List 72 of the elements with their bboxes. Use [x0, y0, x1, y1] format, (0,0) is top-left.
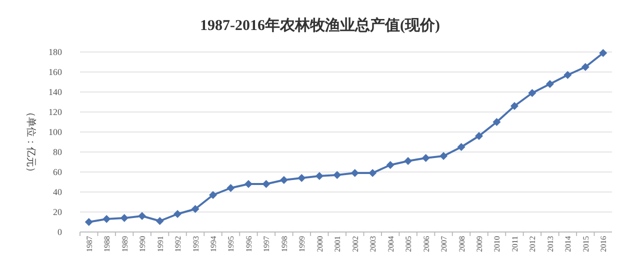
- point: [84, 218, 93, 226]
- point: [546, 80, 554, 88]
- x-tick-label: 2016: [599, 236, 608, 252]
- point: [457, 143, 466, 151]
- point: [280, 176, 288, 184]
- x-tick-label: 1997: [262, 236, 272, 252]
- x-tick-label: 2003: [368, 236, 378, 252]
- x-tick-label: 1996: [244, 236, 254, 252]
- point: [350, 169, 359, 177]
- x-tick-label: 1987: [84, 236, 94, 252]
- point: [510, 102, 518, 110]
- x-tick-label: 2009: [475, 236, 484, 252]
- x-tick-label: 2000: [315, 236, 324, 252]
- point: [298, 174, 306, 182]
- point: [386, 161, 394, 169]
- x-tick-label: 2015: [581, 236, 590, 252]
- point: [138, 212, 146, 220]
- x-tick-label: 2006: [422, 236, 431, 252]
- x-tick-label: 1989: [120, 236, 130, 252]
- point: [564, 71, 572, 79]
- point: [492, 118, 501, 126]
- x-tick-label: 2014: [564, 236, 573, 252]
- point: [599, 49, 608, 57]
- x-tick-label: 1988: [102, 236, 112, 252]
- y-axis-title: （单位：亿元）: [25, 107, 37, 177]
- x-tick-label: 1990: [138, 236, 148, 252]
- point: [315, 172, 324, 180]
- point: [102, 215, 111, 223]
- x-tick-label: 2002: [350, 236, 360, 252]
- x-tick-label: 2001: [333, 236, 342, 252]
- point: [191, 205, 200, 213]
- x-tick-label: 2010: [492, 236, 502, 252]
- x-tick-label: 1991: [156, 236, 165, 252]
- point: [440, 152, 448, 160]
- x-tick-label: 2007: [440, 236, 449, 252]
- x-tick-label: 2005: [404, 236, 414, 252]
- y-tick-label: 60: [53, 167, 62, 177]
- point: [475, 132, 483, 140]
- x-tick-label: 2012: [528, 236, 538, 252]
- point: [262, 180, 270, 188]
- chart-title: 1987-2016年农林牧渔业总产值(现价): [200, 17, 440, 34]
- y-tick-label: 0: [58, 227, 62, 237]
- x-tick-label: 2011: [510, 236, 520, 252]
- point: [156, 217, 164, 225]
- x-tick-label: 1993: [191, 236, 200, 252]
- y-tick-label: 40: [53, 187, 62, 197]
- point: [226, 184, 235, 192]
- point: [422, 154, 430, 162]
- x-tick-label: 1999: [298, 236, 307, 252]
- x-tick-label: 1992: [174, 236, 183, 252]
- point: [368, 169, 377, 177]
- x-tick-label: 2013: [546, 236, 555, 252]
- x-tick-label: 1995: [226, 236, 236, 252]
- point: [528, 89, 536, 97]
- y-tick-label: 20: [53, 207, 62, 217]
- y-tick-label: 160: [48, 67, 62, 77]
- x-tick-label: 2004: [386, 236, 396, 252]
- y-tick-label: 120: [48, 107, 62, 117]
- y-tick-label: 180: [48, 47, 62, 57]
- x-tick-label: 2008: [457, 236, 466, 252]
- x-tick-label: 1994: [209, 236, 218, 252]
- point: [404, 157, 412, 165]
- y-tick-label: 140: [48, 87, 62, 97]
- point: [333, 171, 342, 179]
- point: [120, 214, 128, 222]
- point: [244, 180, 252, 188]
- y-tick-label: 100: [48, 127, 62, 137]
- point: [174, 210, 182, 218]
- point: [581, 63, 590, 71]
- point: [209, 191, 217, 199]
- y-tick-label: 80: [53, 147, 62, 157]
- x-tick-label: 1998: [280, 236, 289, 252]
